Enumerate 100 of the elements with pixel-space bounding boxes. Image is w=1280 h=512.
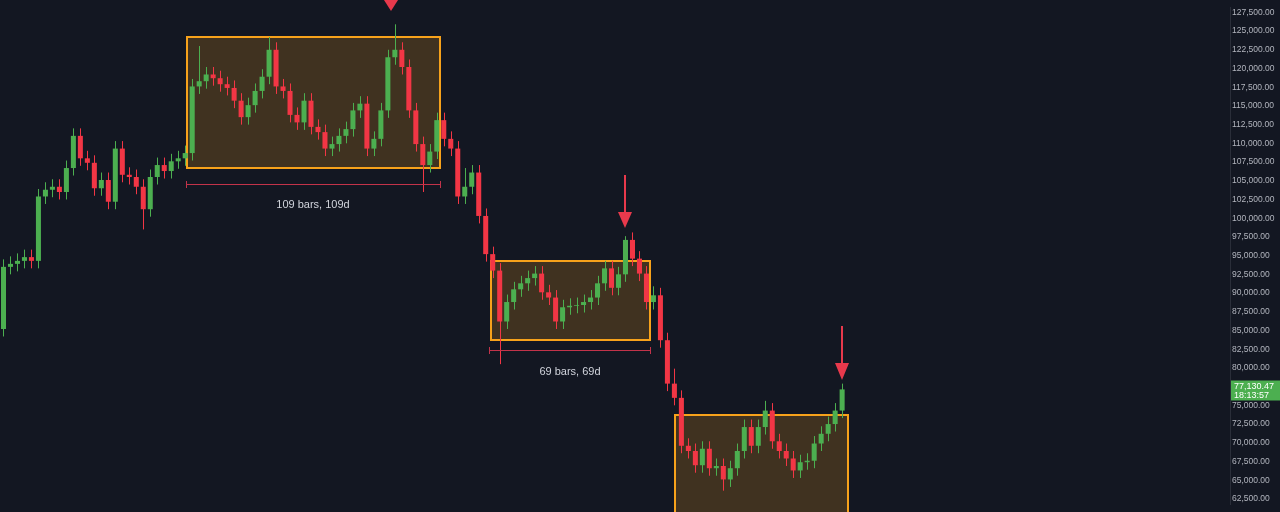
candlestick bbox=[315, 118, 321, 141]
candlestick bbox=[790, 450, 796, 479]
candlestick bbox=[301, 92, 307, 131]
candlestick bbox=[776, 433, 782, 459]
candlestick bbox=[462, 167, 468, 205]
candlestick bbox=[161, 157, 167, 180]
candlestick bbox=[602, 260, 608, 292]
candlestick bbox=[469, 164, 475, 195]
candlestick bbox=[238, 92, 244, 126]
y-tick-label: 120,000.00 bbox=[1232, 62, 1275, 73]
candlestick bbox=[420, 136, 426, 193]
y-tick-label: 122,500.00 bbox=[1232, 44, 1275, 55]
candlestick bbox=[98, 172, 104, 197]
candlestick bbox=[245, 97, 251, 126]
y-tick-label: 102,500.00 bbox=[1232, 193, 1275, 204]
candlestick bbox=[280, 78, 286, 99]
candlestick bbox=[783, 443, 789, 467]
y-tick-label: 115,000.00 bbox=[1232, 100, 1275, 111]
candlestick bbox=[692, 443, 698, 474]
candlestick bbox=[210, 66, 216, 87]
candlestick bbox=[560, 299, 566, 330]
y-tick-label: 65,000.00 bbox=[1232, 474, 1271, 485]
candlestick bbox=[832, 402, 838, 433]
candlestick bbox=[126, 166, 132, 186]
candlestick bbox=[671, 368, 677, 406]
candlestick bbox=[741, 419, 747, 459]
y-tick-label: 82,500.00 bbox=[1232, 343, 1271, 354]
candlestick bbox=[84, 150, 90, 171]
candlestick bbox=[63, 160, 69, 200]
y-tick-label: 110,000.00 bbox=[1232, 137, 1275, 148]
candlestick bbox=[441, 112, 447, 147]
candlestick bbox=[77, 127, 83, 167]
candlestick bbox=[336, 127, 342, 153]
candlestick bbox=[105, 172, 111, 210]
candlestick bbox=[294, 106, 300, 131]
candlestick bbox=[322, 124, 328, 157]
candlestick bbox=[427, 143, 433, 174]
candlestick bbox=[133, 169, 139, 195]
candlestick bbox=[720, 457, 726, 492]
candlestick bbox=[490, 246, 496, 279]
candlestick bbox=[392, 23, 398, 66]
candlestick bbox=[21, 249, 27, 269]
candlestick bbox=[615, 266, 622, 296]
candlestick bbox=[825, 416, 831, 442]
y-tick-label: 90,000.00 bbox=[1232, 287, 1271, 298]
candlestick bbox=[28, 249, 34, 269]
candlestick bbox=[797, 454, 803, 479]
y-tick-label: 80,000.00 bbox=[1232, 362, 1271, 373]
candlestick bbox=[154, 157, 160, 186]
candlestick bbox=[539, 265, 545, 301]
candlestick bbox=[748, 419, 754, 454]
candlestick bbox=[518, 275, 524, 298]
candlestick bbox=[168, 153, 174, 180]
candlestick bbox=[839, 383, 845, 419]
candlestick bbox=[713, 457, 719, 477]
candlestick bbox=[525, 270, 531, 292]
y-tick-label: 67,500.00 bbox=[1232, 455, 1271, 466]
candlestick bbox=[504, 294, 510, 330]
candlestick bbox=[56, 178, 62, 200]
candlestick bbox=[196, 45, 202, 95]
candlestick bbox=[350, 102, 356, 138]
y-tick-label: 100,000.00 bbox=[1232, 212, 1275, 223]
y-tick-label: 70,000.00 bbox=[1232, 437, 1271, 448]
annotation: 69 bars, 69d bbox=[539, 365, 601, 377]
text: 77,130.47 bbox=[1234, 380, 1275, 391]
y-tick-label: 107,500.00 bbox=[1232, 156, 1275, 167]
candlestick bbox=[755, 419, 761, 454]
candlestick bbox=[762, 400, 768, 436]
candlestick bbox=[727, 460, 733, 488]
candlestick bbox=[650, 285, 656, 311]
candlestick bbox=[259, 68, 265, 99]
y-tick-label: 117,500.00 bbox=[1232, 81, 1275, 92]
y-tick-label: 125,000.00 bbox=[1232, 25, 1275, 36]
candlestick bbox=[553, 289, 559, 330]
candlestick bbox=[811, 435, 817, 469]
candlestick bbox=[224, 76, 230, 96]
candlestick bbox=[182, 145, 188, 167]
y-tick-label: 75,000.00 bbox=[1232, 399, 1271, 410]
candlestick bbox=[217, 70, 223, 93]
candlestick bbox=[371, 130, 377, 157]
candlestick bbox=[231, 79, 237, 109]
y-tick-label: 112,500.00 bbox=[1232, 118, 1275, 129]
y-tick-label: 85,000.00 bbox=[1232, 324, 1271, 335]
y-tick-label: 97,500.00 bbox=[1232, 231, 1271, 242]
candlestick bbox=[818, 425, 824, 452]
y-tick-label: 72,500.00 bbox=[1232, 418, 1271, 429]
candlestick bbox=[629, 231, 635, 267]
text: 18:13:57 bbox=[1234, 389, 1270, 400]
annotation: 109 bars, 109d bbox=[276, 198, 350, 210]
candlestick bbox=[448, 130, 454, 157]
y-tick-label: 127,500.00 bbox=[1232, 6, 1275, 17]
candlestick bbox=[546, 284, 552, 306]
y-tick-label: 87,500.00 bbox=[1232, 306, 1271, 317]
candlestick bbox=[595, 275, 601, 306]
candlestick bbox=[734, 443, 740, 477]
y-tick-label: 105,000.00 bbox=[1232, 175, 1275, 186]
candlestick bbox=[252, 82, 258, 114]
candlestick bbox=[203, 66, 209, 90]
candlestick bbox=[636, 250, 642, 282]
candlestick bbox=[511, 281, 517, 311]
